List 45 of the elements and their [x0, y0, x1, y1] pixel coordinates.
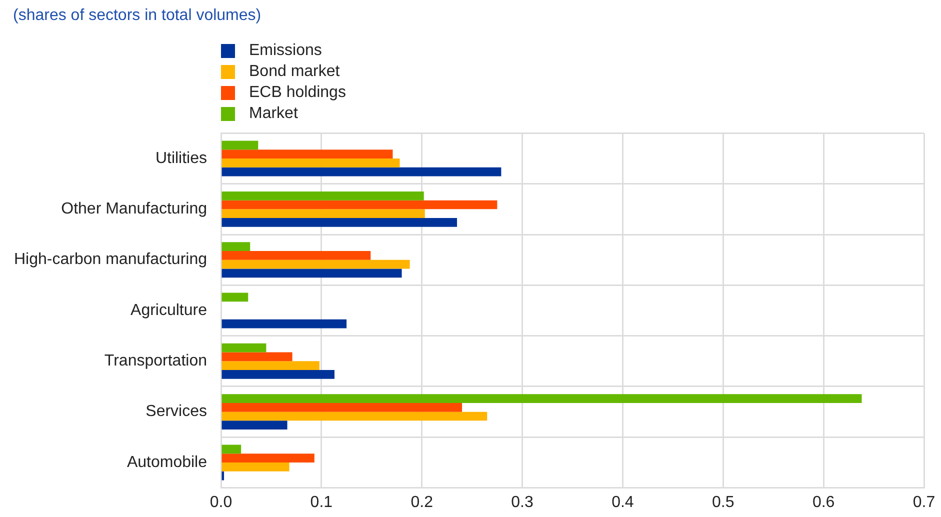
bar: [222, 319, 347, 328]
bar: [222, 260, 410, 269]
x-tick-label: 0.5: [712, 494, 734, 511]
y-tick-label: High-carbon manufacturing: [14, 251, 207, 268]
bar: [222, 209, 425, 218]
x-tick-label: 0.3: [511, 494, 534, 511]
bar: [222, 200, 498, 210]
bar: [222, 454, 314, 462]
y-tick-label: Other Manufacturing: [61, 200, 207, 218]
bar: [222, 361, 320, 370]
bar: [222, 140, 258, 150]
chart-title: (shares of sectors in total volumes): [13, 7, 262, 24]
bar: [222, 250, 371, 260]
y-tick-label: Transportation: [104, 352, 207, 370]
x-tick-label: 0.1: [310, 494, 333, 511]
y-tick-label: Agriculture: [130, 302, 208, 319]
bar: [222, 352, 292, 362]
y-tick-label: Utilities: [155, 150, 207, 167]
bar: [222, 150, 393, 159]
bar: [222, 462, 290, 472]
bar: [222, 370, 334, 379]
x-tick-label: 0.6: [812, 494, 835, 511]
bar: [222, 412, 488, 421]
x-tick-label: 0.2: [410, 494, 434, 511]
bar: [222, 158, 400, 168]
x-tick-label: 0.0: [210, 494, 232, 511]
bar: [222, 268, 402, 278]
bar: [222, 242, 250, 251]
legend-label: Emissions: [249, 42, 322, 60]
bar: [222, 191, 424, 200]
bar: [222, 292, 248, 302]
bar: [222, 402, 462, 412]
bar: [222, 218, 458, 227]
bar: [222, 420, 288, 430]
legend-label: Bond market: [249, 62, 340, 80]
bar: [222, 167, 502, 176]
x-tick-label: 0.7: [912, 494, 936, 511]
bar: [222, 343, 266, 352]
y-tick-label: Services: [146, 403, 207, 420]
x-tick-label: 0.4: [612, 494, 634, 511]
bar: [222, 444, 242, 454]
legend-label: ECB holdings: [249, 84, 346, 102]
y-tick-label: Automobile: [126, 454, 208, 471]
legend-label: Market: [249, 104, 298, 122]
bar: [222, 394, 862, 403]
